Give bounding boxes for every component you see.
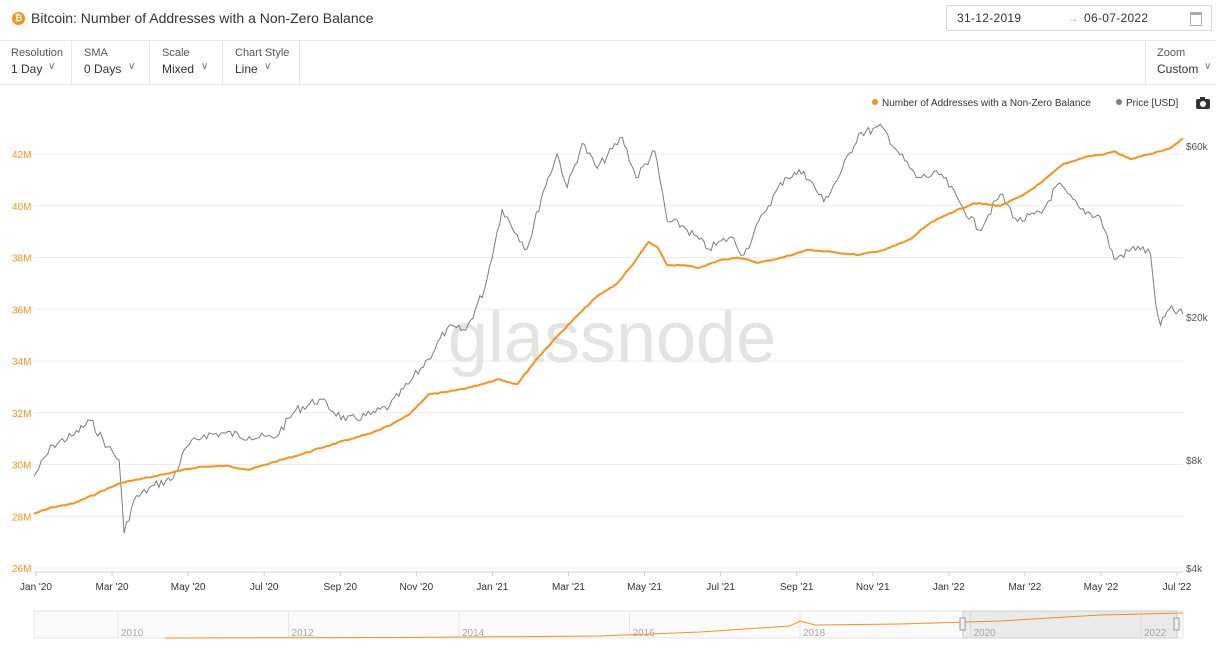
navigator-track — [33, 610, 1184, 639]
y-tick-label-left: 26M — [12, 564, 31, 575]
date-start-input[interactable]: 31-12-2019 — [957, 11, 1022, 25]
resolution-value: 1 Day — [11, 62, 43, 76]
navigator-year-label: 2018 — [803, 628, 826, 639]
x-axis: Jan '20 Mar '20 May '20 Jul '20 Sep '20 Nov '… — [20, 572, 1192, 593]
x-tick-label: May '20 — [171, 582, 206, 593]
navigator-year-label: 2012 — [292, 628, 315, 639]
navigator-year-label: 2022 — [1144, 628, 1167, 639]
chart-style-value: Line — [235, 62, 258, 76]
camera-icon[interactable] — [1196, 97, 1210, 109]
sma-value: 0 Days — [84, 62, 122, 76]
y-tick-label-left: 32M — [12, 409, 31, 420]
y-axis-left: 26M 28M 30M 32M 34M 36M 38M 40M 42M — [12, 150, 31, 575]
x-tick-label: Jan '20 — [20, 582, 52, 593]
y-tick-label-left: 34M — [12, 357, 31, 368]
chevron-down-icon: ∨ — [1204, 61, 1212, 72]
scale-dropdown[interactable]: Scale Mixed ∨ — [151, 41, 223, 84]
chevron-down-icon: ∨ — [264, 61, 272, 72]
y-tick-label-right: $60k — [1186, 142, 1209, 153]
header-divider — [0, 40, 1216, 41]
chevron-down-icon: ∨ — [128, 61, 136, 72]
scale-label: Scale — [162, 47, 190, 59]
series-line-price — [33, 123, 1184, 534]
y-tick-label-left: 36M — [12, 305, 31, 316]
resolution-label: Resolution — [11, 47, 63, 59]
date-end-input[interactable]: 06-07-2022 — [1084, 11, 1149, 25]
chevron-down-icon: ∨ — [48, 61, 56, 72]
navigator-year-label: 2014 — [462, 628, 485, 639]
title-bar: ₿ Bitcoin: Number of Addresses with a No… — [0, 0, 1216, 40]
series-line-addresses — [33, 137, 1184, 515]
navigator-handle-left — [959, 617, 966, 631]
x-tick-label: Jul '21 — [706, 582, 735, 593]
resolution-dropdown[interactable]: Resolution 1 Day ∨ — [0, 41, 72, 84]
legend-marker — [1116, 99, 1122, 106]
chart-title: Bitcoin: Number of Addresses with a Non-… — [31, 10, 374, 26]
legend-marker — [872, 99, 878, 106]
navigator-series — [164, 612, 1184, 639]
x-tick-label: Nov '21 — [856, 582, 890, 593]
chart-style-dropdown[interactable]: Chart Style Line ∨ — [224, 41, 300, 84]
navigator-year-label: 2016 — [633, 628, 656, 639]
navigator[interactable]: 2010 2012 2014 2016 2018 2020 2022 — [33, 610, 1184, 639]
zoom-dropdown[interactable]: Zoom Custom ∨ — [1145, 41, 1216, 84]
y-tick-label-right: $8k — [1186, 456, 1203, 467]
legend-item-price[interactable]: Price [USD] — [1116, 98, 1178, 109]
chevron-down-icon: ∨ — [201, 61, 209, 72]
x-tick-label: Mar '22 — [1008, 582, 1041, 593]
grid-lines — [34, 153, 1183, 573]
sma-dropdown[interactable]: SMA 0 Days ∨ — [73, 41, 150, 84]
x-tick-label: Mar '21 — [552, 582, 585, 593]
calendar-icon[interactable] — [1190, 12, 1202, 26]
y-tick-label-left: 28M — [12, 512, 31, 523]
x-tick-label: Mar '20 — [96, 582, 129, 593]
legend-item-addresses[interactable]: Number of Addresses with a Non-Zero Bala… — [872, 98, 1091, 109]
x-tick-label: Jan '22 — [933, 582, 965, 593]
y-axis-right: $4k $8k $20k $60k — [1186, 142, 1209, 575]
y-tick-label-left: 40M — [12, 202, 31, 213]
date-range-picker[interactable]: 31-12-2019 → 06-07-2022 — [946, 5, 1212, 31]
zoom-label: Zoom — [1157, 47, 1186, 59]
sma-label: SMA — [84, 47, 108, 59]
x-tick-label: Nov '20 — [400, 582, 434, 593]
scale-value: Mixed — [162, 62, 195, 76]
legend-label: Price [USD] — [1126, 98, 1179, 109]
legend-label: Number of Addresses with a Non-Zero Bala… — [882, 98, 1091, 109]
y-tick-label-left: 42M — [12, 150, 31, 161]
navigator-selection — [962, 610, 1178, 639]
arrow-right-icon: → — [1067, 11, 1080, 25]
y-tick-label-left: 30M — [12, 461, 31, 472]
navigator-handle-right — [1173, 617, 1180, 631]
y-tick-label-left: 38M — [12, 254, 31, 265]
x-tick-label: May '22 — [1084, 582, 1119, 593]
bitcoin-icon: ₿ — [12, 12, 25, 25]
x-tick-label: Sep '20 — [323, 582, 357, 593]
navigator-year-label: 2020 — [974, 628, 997, 639]
zoom-value: Custom — [1157, 62, 1199, 76]
x-tick-label: Jul '22 — [1163, 582, 1192, 593]
controls-divider — [0, 84, 1216, 85]
watermark: glassnode — [448, 298, 776, 378]
chart-style-label: Chart Style — [235, 47, 290, 59]
x-tick-label: Sep '21 — [780, 582, 814, 593]
y-tick-label-right: $4k — [1186, 564, 1203, 575]
chart-controls: Resolution 1 Day ∨ SMA 0 Days ∨ Scale Mi… — [0, 41, 1216, 84]
y-tick-label-right: $20k — [1186, 313, 1209, 324]
x-tick-label: Jul '20 — [250, 582, 279, 593]
navigator-year-label: 2010 — [121, 628, 144, 639]
x-tick-label: Jan '21 — [476, 582, 508, 593]
x-tick-label: May '21 — [627, 582, 662, 593]
